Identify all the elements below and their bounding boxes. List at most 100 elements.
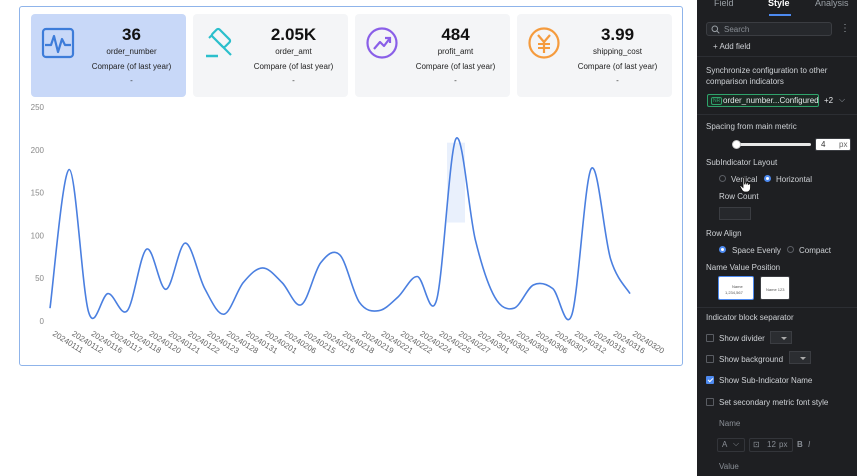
value-font-heading: Value — [719, 462, 739, 471]
sync-more-count[interactable]: +2 — [824, 96, 834, 105]
preview-value: 1,234,567 — [725, 290, 743, 295]
spacing-input[interactable]: 4 px — [815, 138, 851, 151]
align-compact-label[interactable]: Compact — [799, 246, 832, 255]
metric-value: 484 — [441, 25, 470, 44]
name-value-position-label: Name Value Position — [706, 263, 781, 272]
add-field-button[interactable]: + Add field — [713, 42, 751, 51]
show-sub-name-label[interactable]: Show Sub-Indicator Name — [719, 376, 813, 385]
metric-card-order-amt[interactable]: 2.05K order_amt Compare (of last year) - — [193, 14, 348, 97]
align-even-label[interactable]: Space Evenly — [732, 246, 781, 255]
align-compact-radio[interactable] — [787, 246, 794, 253]
compare-label: Compare (of last year) — [91, 62, 172, 71]
sync-config-label: Synchronize configuration to other compa… — [706, 66, 828, 86]
preview-name: Name — [732, 284, 743, 289]
position-option-stacked[interactable]: Name 1,234,567 — [718, 276, 754, 300]
row-count-input[interactable] — [719, 207, 751, 220]
show-divider-checkbox[interactable] — [706, 334, 714, 342]
spacing-value: 4 — [821, 140, 826, 149]
metric-card-profit-amt[interactable]: 484 profit_amt Compare (of last year) - — [355, 14, 510, 97]
show-divider-label[interactable]: Show divider — [719, 334, 765, 343]
compare-value: - — [292, 76, 295, 85]
chip-tag: NR — [711, 97, 723, 105]
show-background-label[interactable]: Show background — [719, 355, 784, 364]
more-options-icon[interactable]: ⋮ — [840, 23, 850, 34]
metric-value: 3.99 — [600, 25, 635, 44]
y-tick-label: 200 — [31, 146, 45, 155]
layout-horizontal-radio[interactable] — [764, 175, 771, 182]
secondary-font-label[interactable]: Set secondary metric font style — [719, 398, 829, 407]
chip-label: order_number...Configured — [723, 96, 819, 105]
metric-name: profit_amt — [437, 47, 474, 56]
italic-toggle[interactable]: I — [808, 440, 811, 449]
divider — [697, 56, 857, 57]
yen-icon — [528, 27, 560, 59]
font-color-letter: A — [722, 440, 728, 449]
divider — [697, 114, 857, 115]
indicator-widget[interactable]: 36 order_number Compare (of last year) -… — [19, 6, 683, 366]
font-size-value: 12 — [767, 440, 776, 449]
gavel-icon — [206, 27, 232, 58]
y-tick-label: 0 — [40, 317, 45, 326]
trend-line-chart[interactable]: 0501001502002502024011120240112202401162… — [20, 101, 682, 365]
align-even-radio[interactable] — [719, 246, 726, 253]
metric-value: 2.05K — [270, 25, 317, 44]
compare-label: Compare (of last year) — [253, 62, 334, 71]
compare-label: Compare (of last year) — [577, 62, 658, 71]
divider-color-picker[interactable] — [770, 331, 792, 344]
metric-card-shipping-cost[interactable]: 3.99 shipping_cost Compare (of last year… — [517, 14, 672, 97]
row-count-label: Row Count — [719, 192, 759, 201]
field-search[interactable] — [706, 22, 832, 36]
tab-analysis[interactable]: Analysis — [815, 0, 849, 8]
bold-toggle[interactable]: B — [797, 440, 803, 449]
separator-label: Indicator block separator — [706, 313, 794, 322]
tab-field[interactable]: Field — [714, 0, 734, 8]
trend-up-icon — [366, 27, 398, 59]
panel-tabs: Field Style Analysis — [697, 0, 857, 16]
compare-value: - — [130, 76, 133, 85]
spacing-unit: px — [839, 140, 848, 149]
sync-indicator-select[interactable]: NR order_number...Configured — [707, 94, 819, 107]
spacing-label: Spacing from main metric — [706, 122, 797, 131]
background-color-picker[interactable] — [789, 351, 811, 364]
preview-inline: Name 123 — [766, 287, 785, 292]
y-tick-label: 50 — [35, 274, 44, 283]
search-icon — [711, 25, 720, 34]
search-input[interactable] — [724, 24, 824, 35]
y-tick-label: 250 — [31, 103, 45, 112]
font-size-input[interactable]: ⊡ 12 px — [749, 438, 793, 452]
chevron-down-icon[interactable]: ⌵ — [839, 95, 846, 104]
metric-value: 36 — [122, 25, 141, 44]
metric-name: order_number — [106, 47, 157, 56]
spacing-slider-handle[interactable] — [731, 140, 741, 149]
spacing-slider-track[interactable] — [733, 143, 811, 146]
compare-label: Compare (of last year) — [415, 62, 496, 71]
metric-name: shipping_cost — [593, 47, 642, 56]
chevron-down-icon: ⌵ — [733, 439, 740, 448]
y-tick-label: 100 — [31, 231, 45, 240]
metric-card-order-number[interactable]: 36 order_number Compare (of last year) - — [31, 14, 186, 97]
font-color-select[interactable]: A ⌵ — [717, 438, 745, 452]
layout-horizontal-label[interactable]: Horizontal — [776, 175, 813, 184]
font-size-unit: px — [779, 440, 788, 449]
y-tick-label: 150 — [31, 189, 45, 198]
row-align-label: Row Align — [706, 229, 742, 238]
cursor-hand-icon — [739, 177, 751, 193]
show-background-checkbox[interactable] — [706, 355, 714, 363]
secondary-font-checkbox[interactable] — [706, 398, 714, 406]
series-line — [49, 137, 631, 321]
heartbeat-icon — [41, 27, 75, 59]
layout-label: SubIndicator Layout — [706, 158, 778, 167]
settings-panel: Field Style Analysis ⋮ + Add field Synch… — [697, 0, 857, 476]
compare-value: - — [454, 76, 457, 85]
font-size-icon: ⊡ — [753, 440, 760, 449]
position-option-inline[interactable]: Name 123 — [760, 276, 790, 300]
layout-vertical-radio[interactable] — [719, 175, 726, 182]
compare-value: - — [616, 76, 619, 85]
name-font-heading: Name — [719, 419, 741, 428]
metric-name: order_amt — [275, 47, 312, 56]
tab-style[interactable]: Style — [768, 0, 790, 8]
show-sub-name-checkbox[interactable] — [706, 376, 714, 384]
active-tab-indicator — [769, 14, 791, 16]
canvas-area: 36 order_number Compare (of last year) -… — [19, 6, 683, 366]
divider — [697, 307, 857, 308]
